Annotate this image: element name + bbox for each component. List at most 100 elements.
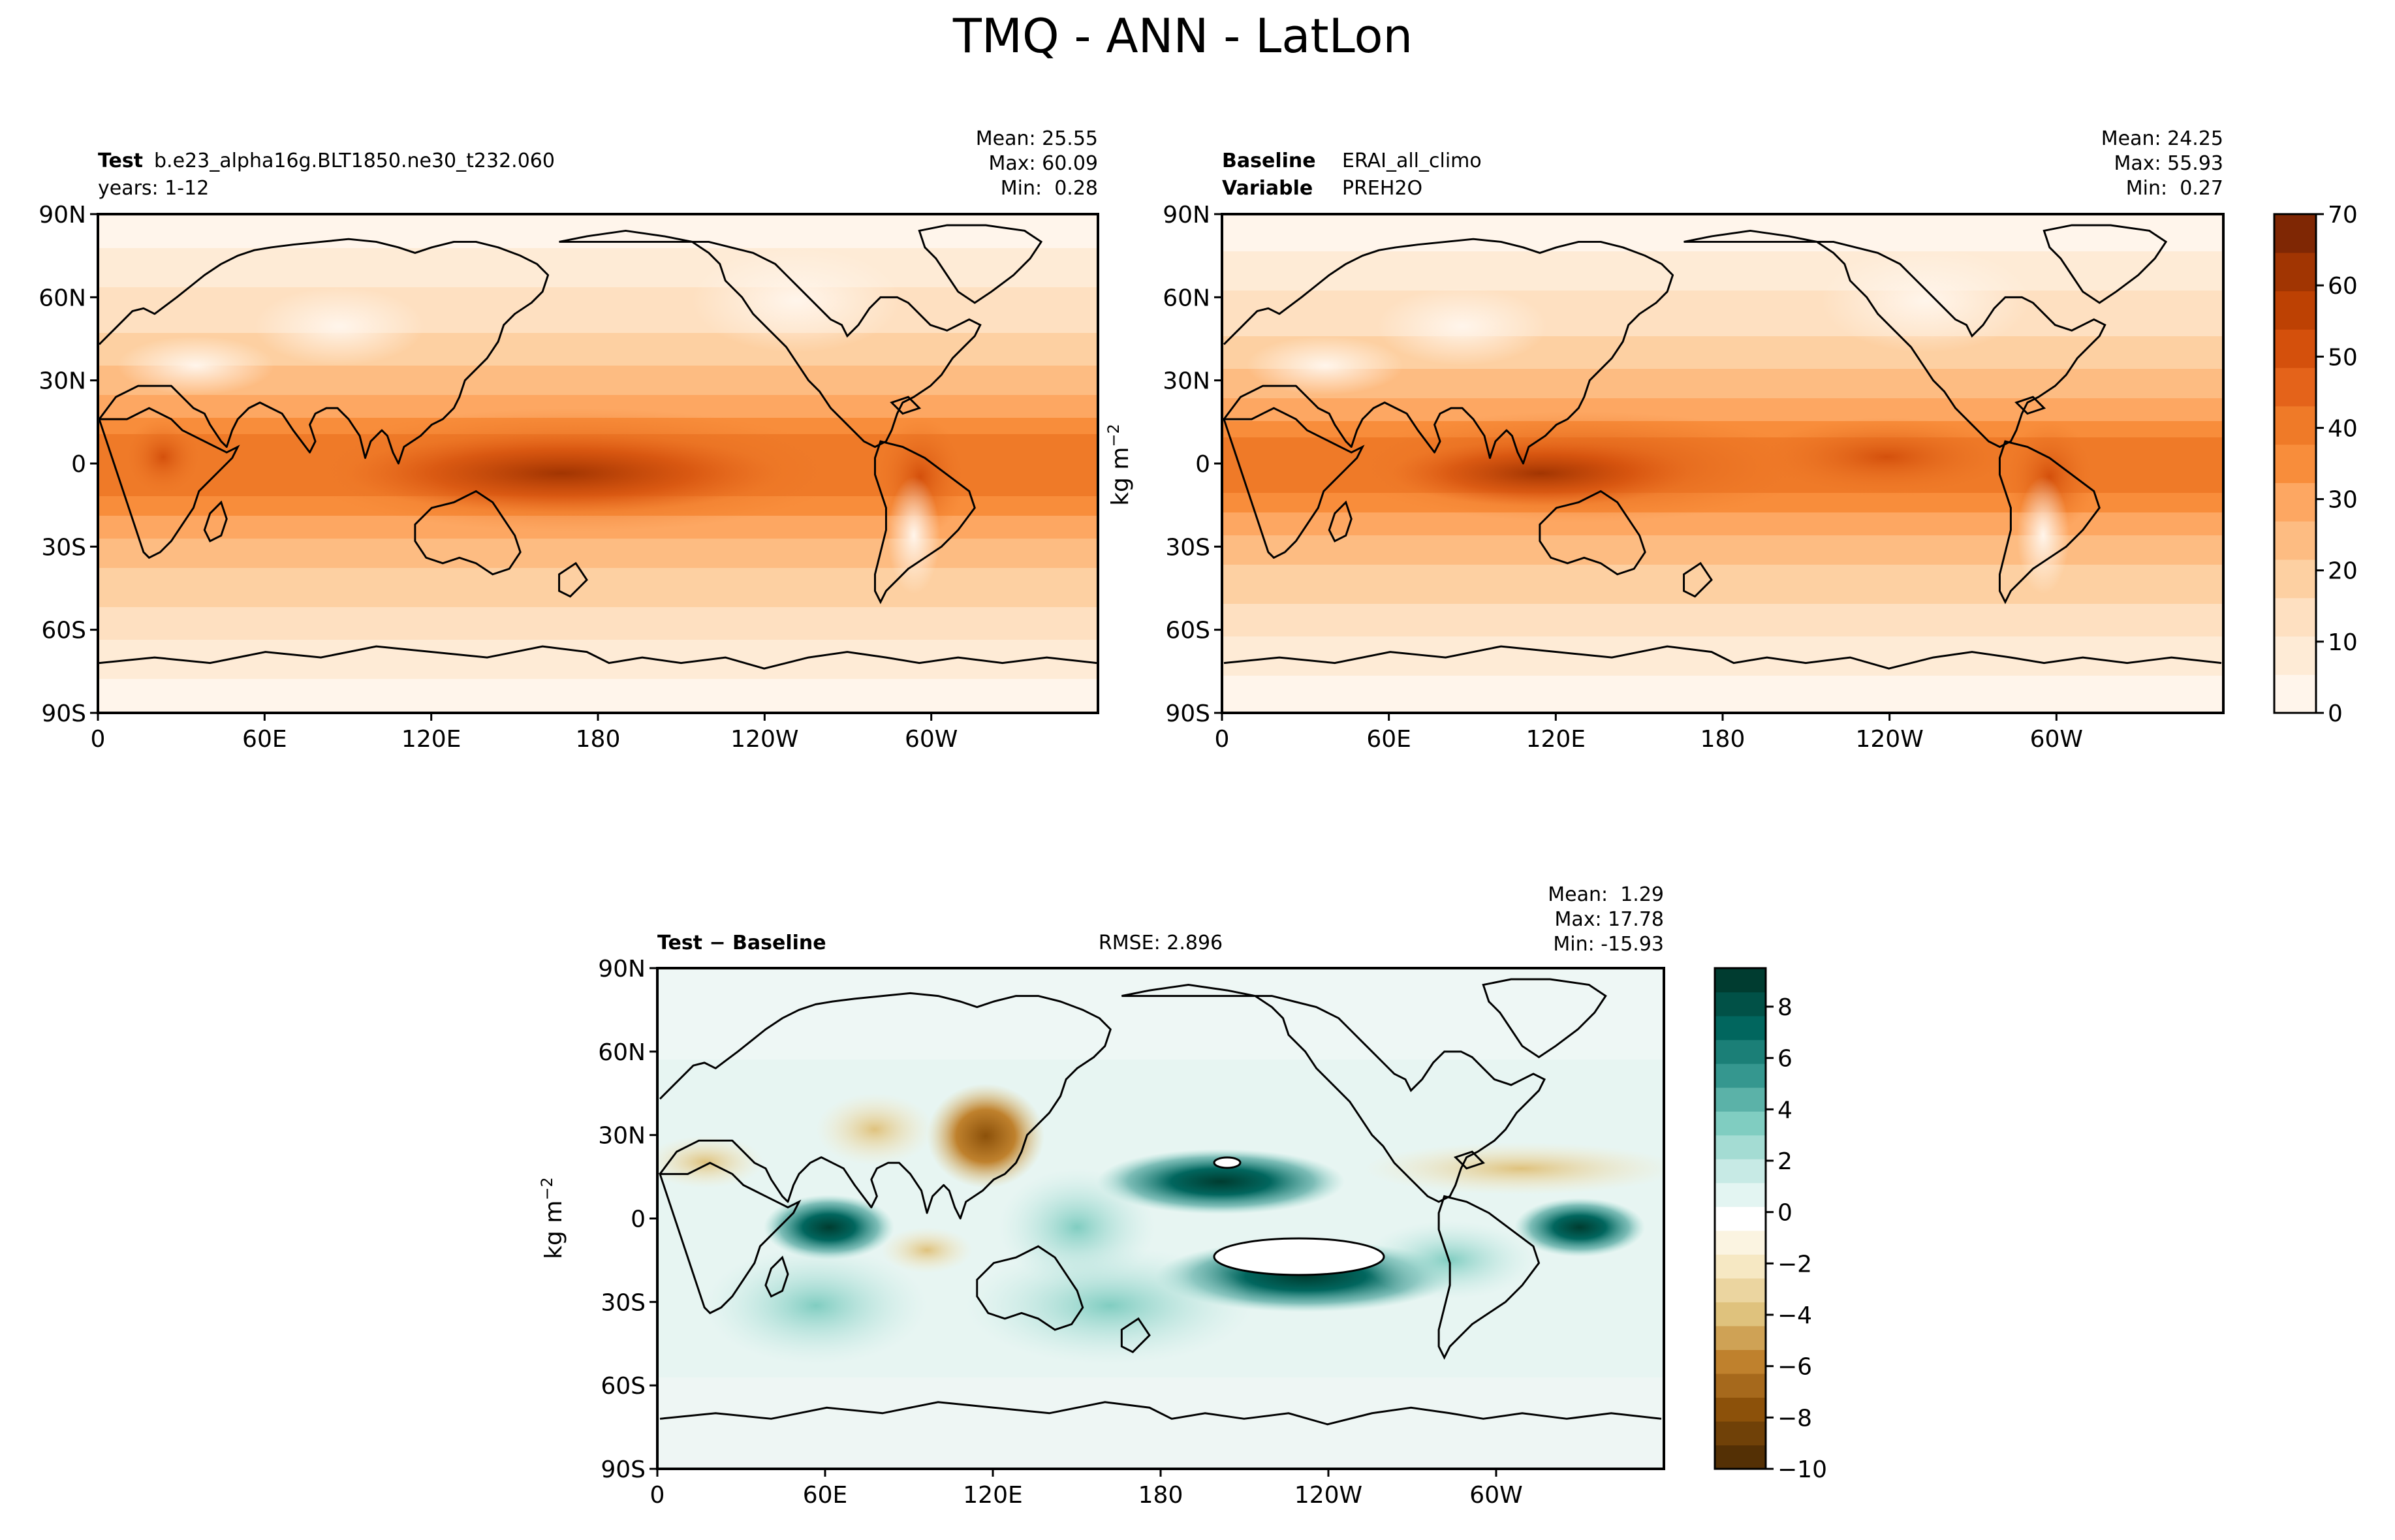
lon-tick-label: 120W — [1294, 1482, 1362, 1509]
lat-tick-label: 90S — [601, 1456, 646, 1483]
colorbar-segment — [1715, 1159, 1766, 1184]
lon-tick-label: 60E — [803, 1482, 848, 1509]
lat-tick-label: 30N — [39, 368, 86, 395]
colorbar-segment — [1715, 1325, 1766, 1350]
colorbar-segment — [2274, 559, 2316, 599]
colorbar-segment — [2274, 252, 2316, 292]
lon-tick-label: 120E — [401, 726, 461, 753]
colorbar-segment — [2274, 214, 2316, 253]
colorbar-diff-unit: kg m−2 — [538, 1177, 567, 1259]
colorbar-segment — [2274, 674, 2316, 714]
colorbar-tick-label: 50 — [2328, 344, 2358, 371]
lat-tick-label: 60N — [39, 285, 86, 311]
colorbar-sequential: 0 10 20 30 40 50 60 70 — [2273, 202, 2358, 727]
colorbar-segment — [1715, 1206, 1766, 1231]
lat-tick-label: 30N — [1163, 368, 1210, 395]
lat-tick-label: 90N — [598, 956, 646, 982]
lat-axis: 90N 60N 30N 0 30S 60S 90S — [39, 202, 98, 727]
stat-mean: Mean: 24.25 — [2101, 127, 2223, 150]
lat-tick-label: 30S — [41, 534, 86, 561]
colorbar-tick-label: 20 — [2328, 558, 2358, 585]
lat-tick-label: 60S — [601, 1373, 646, 1400]
lon-tick-label: 180 — [576, 726, 621, 753]
colorbar-segment — [1715, 968, 1766, 993]
lon-tick-label: 120E — [963, 1482, 1022, 1509]
lat-tick-label: 90N — [1163, 202, 1210, 228]
colorbar-segment — [1715, 1349, 1766, 1374]
colorbar-tick-label: 0 — [1777, 1200, 1792, 1227]
colorbar-tick-label: 30 — [2328, 487, 2358, 514]
colorbar-tick-label: 4 — [1777, 1097, 1792, 1124]
label-years: years: 1-12 — [98, 177, 209, 200]
stat-max: Max: 55.93 — [2114, 152, 2223, 175]
lat-tick-label: 30S — [601, 1289, 646, 1316]
stat-min: Min: 0.28 — [1001, 177, 1098, 200]
colorbar-segment — [1715, 1230, 1766, 1255]
colorbar-segment — [2274, 329, 2316, 368]
lat-tick-label: 90S — [41, 700, 86, 727]
panel-test: Test b.e23_alpha16g.BLT1850.ne30_t232.06… — [39, 127, 1099, 753]
colorbar-tick-label: 40 — [2328, 415, 2358, 442]
colorbar-sequential-unit: kg m−2 — [1104, 424, 1134, 506]
lon-axis: 0 60E 120E 180 120W 60W — [91, 713, 958, 753]
lon-tick-label: 0 — [650, 1482, 665, 1509]
colorbar-segment — [1715, 1445, 1766, 1469]
lat-tick-label: 60N — [598, 1039, 646, 1066]
lat-tick-label: 0 — [631, 1206, 646, 1233]
colorbar-segment — [2274, 597, 2316, 637]
colorbar-segment — [1715, 1063, 1766, 1088]
label-value-variable: PREH2O — [1342, 177, 1422, 200]
stat-max: Max: 17.78 — [1554, 908, 1664, 931]
rmse-text: RMSE: 2.896 — [1099, 932, 1223, 954]
colorbar-tick-label: 6 — [1777, 1046, 1792, 1073]
lon-tick-label: 60E — [242, 726, 287, 753]
label-bold-variable: Variable — [1222, 177, 1313, 200]
svg-text:kg m−2: kg m−2 — [1104, 424, 1134, 506]
lat-tick-label: 60N — [1163, 285, 1210, 311]
unit-exponent: −2 — [538, 1177, 556, 1200]
stat-max: Max: 60.09 — [988, 152, 1098, 175]
lat-axis: 90N 60N 30N 0 30S 60S 90S — [1163, 202, 1222, 727]
colorbar-segment — [1715, 1087, 1766, 1112]
lon-tick-label: 60W — [1469, 1482, 1522, 1509]
colorbar-segment — [2274, 636, 2316, 675]
colorbar-tick-label: 70 — [2328, 202, 2358, 228]
colorbar-segment — [1715, 1421, 1766, 1446]
lat-tick-label: 90S — [1165, 700, 1210, 727]
colorbar-tick-label: 2 — [1777, 1148, 1792, 1175]
colorbar-frame — [1714, 967, 1767, 1470]
lon-tick-label: 0 — [1215, 726, 1230, 753]
panel-baseline: Baseline ERAI_all_climo Variable PREH2O … — [1163, 127, 2225, 753]
lon-tick-label: 60W — [2030, 726, 2083, 753]
colorbar-tick-label: −2 — [1777, 1251, 1812, 1278]
lon-tick-label: 120W — [730, 726, 798, 753]
colorbar-segment — [1715, 1373, 1766, 1398]
colorbar-segment — [2274, 405, 2316, 445]
colorbar-segment — [2274, 521, 2316, 560]
label-bold: Test − Baseline — [657, 932, 826, 954]
lon-tick-label: 120E — [1526, 726, 1586, 753]
colorbar-segment — [1715, 1397, 1766, 1422]
colorbar-segment — [1715, 1135, 1766, 1159]
unit-exponent: −2 — [1104, 424, 1123, 447]
colorbar-segment — [2274, 482, 2316, 522]
lon-tick-label: 120W — [1856, 726, 1924, 753]
colorbar-segment — [2274, 444, 2316, 483]
lon-axis: 0 60E 120E 180 120W 60W — [650, 1469, 1523, 1509]
colorbar-segment — [1715, 1111, 1766, 1136]
colorbar-segment — [1715, 1182, 1766, 1207]
colorbar-tick-label: 60 — [2328, 273, 2358, 300]
colorbar-segment — [1715, 1302, 1766, 1327]
colorbar-segment — [1715, 1016, 1766, 1041]
lat-tick-label: 30S — [1165, 534, 1210, 561]
stat-min: Min: -15.93 — [1553, 933, 1664, 956]
field-test — [98, 214, 1098, 713]
unit-text: kg m — [1107, 447, 1134, 506]
unit-text: kg m — [540, 1201, 567, 1259]
lon-tick-label: 180 — [1700, 726, 1745, 753]
lat-tick-label: 30N — [598, 1123, 646, 1150]
field-difference — [657, 968, 1664, 1469]
lon-axis: 0 60E 120E 180 120W 60W — [1215, 713, 2083, 753]
lat-tick-label: 0 — [1195, 451, 1210, 478]
